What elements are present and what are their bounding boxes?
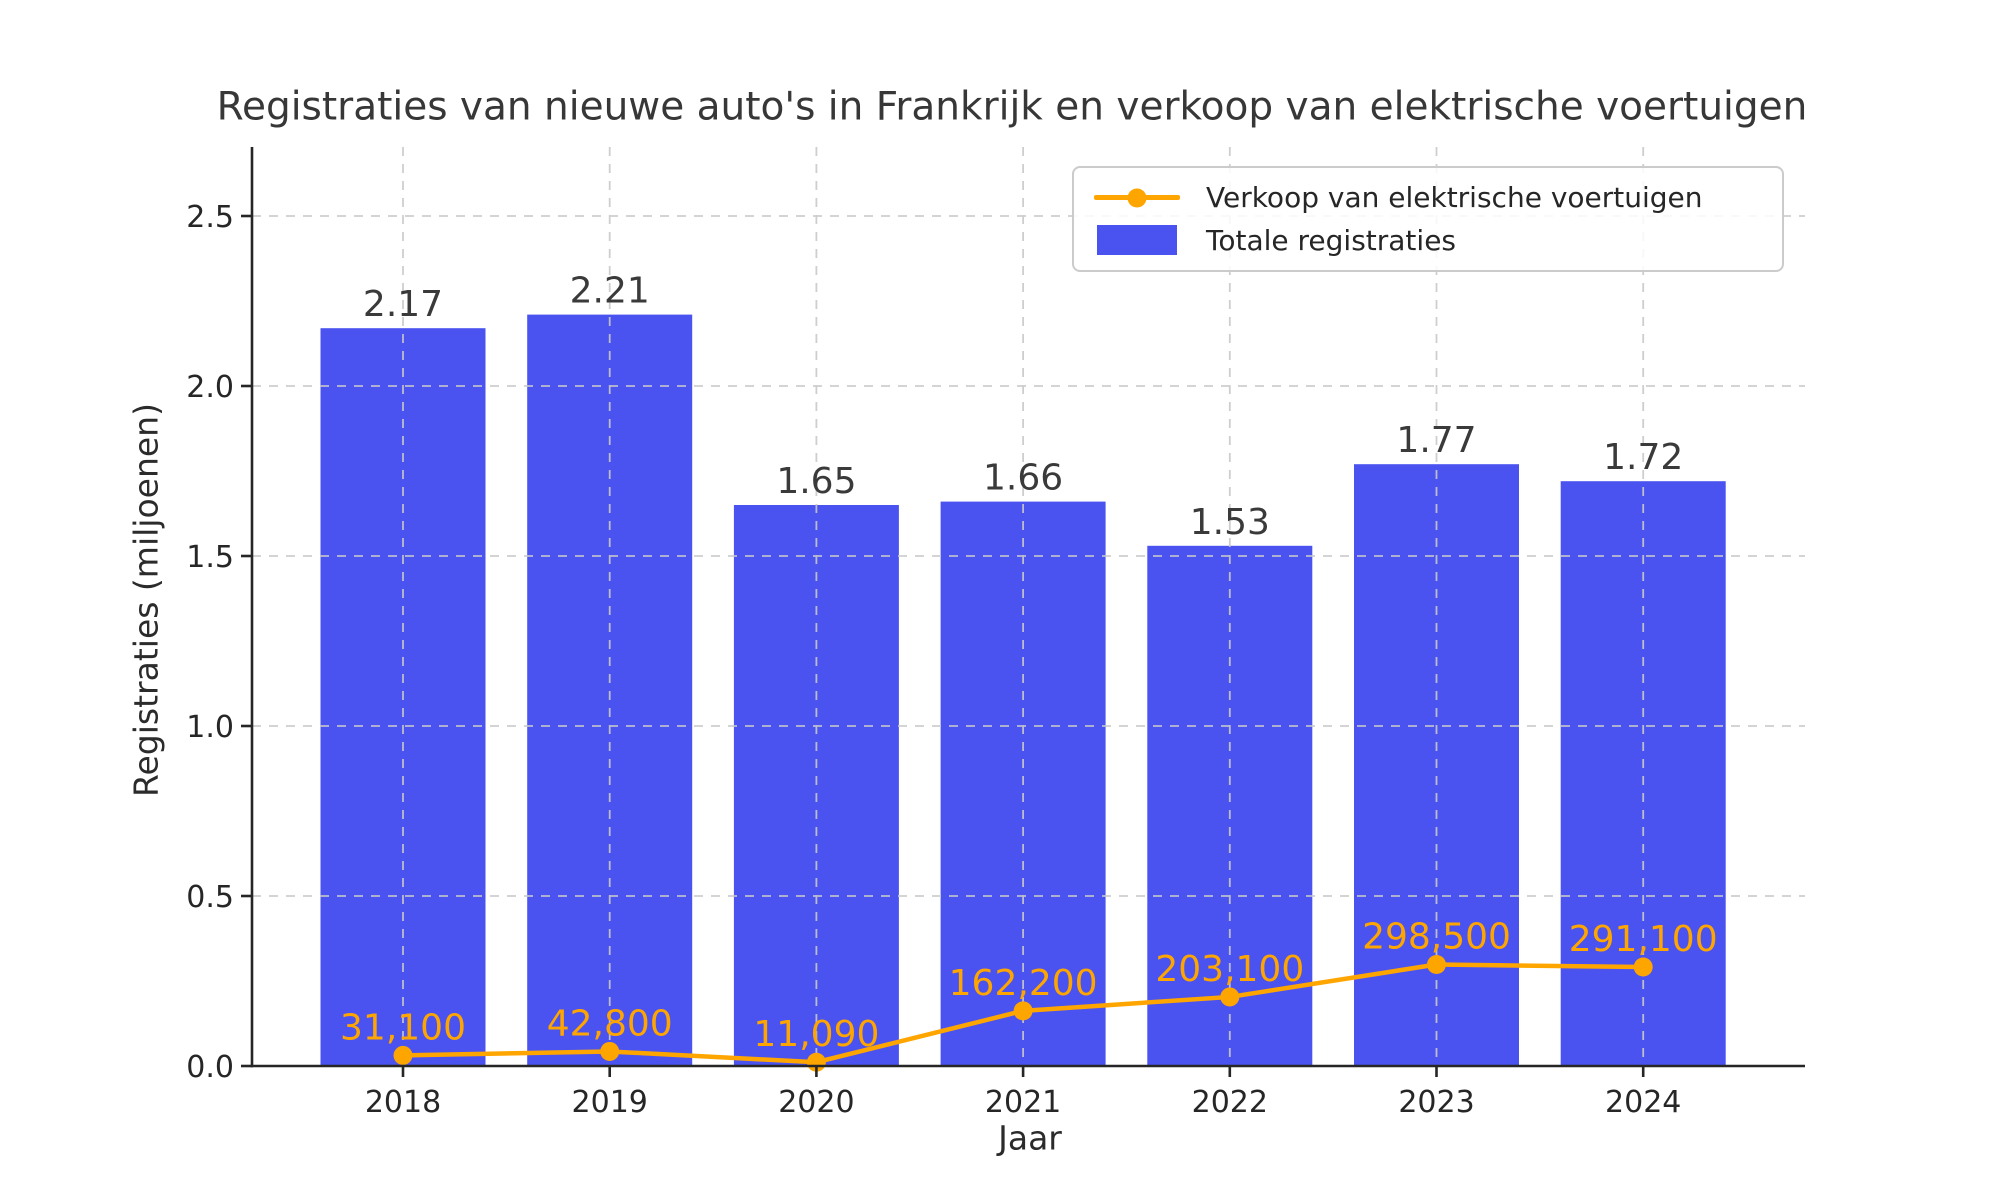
legend-marker-dot-icon	[1127, 188, 1147, 208]
legend: Verkoop van elektrische voertuigen Total…	[1072, 166, 1784, 272]
y-axis-label: Registraties (miljoenen)	[126, 403, 166, 797]
y-tick-label-0.5: 0.5	[186, 880, 234, 915]
legend-item-ev-sales: Verkoop van elektrische voertuigen	[1094, 181, 1762, 214]
bar-value-label-2019: 2.21	[570, 271, 650, 312]
ev-marker-2024	[1633, 957, 1653, 977]
x-tick-label-2019: 2019	[572, 1085, 648, 1120]
y-tick-label-2.5: 2.5	[186, 200, 234, 235]
line-ev-sales	[393, 955, 1653, 1072]
ev-value-label-2019: 42,800	[547, 1003, 673, 1044]
x-axis-label: Jaar	[998, 1118, 1062, 1158]
ev-marker-2022	[1220, 987, 1240, 1007]
ev-value-label-2020: 11,090	[753, 1014, 879, 1055]
ev-value-label-2023: 298,500	[1362, 917, 1511, 958]
legend-label-ev-sales: Verkoop van elektrische voertuigen	[1206, 181, 1703, 215]
x-tick-label-2022: 2022	[1192, 1085, 1268, 1120]
chart-title: Registraties van nieuwe auto's in Frankr…	[216, 84, 1808, 130]
y-tick-label-2.0: 2.0	[186, 370, 234, 405]
ev-value-label-2018: 31,100	[340, 1007, 466, 1048]
x-tick-label-2020: 2020	[778, 1085, 854, 1120]
bar-value-label-2018: 2.17	[363, 284, 443, 325]
bar-value-label-2023: 1.77	[1396, 420, 1476, 461]
axes: 0.0 0.5 1.0 1.5 2.0 2.5 2018 2019 2020 2021 2022 20…	[186, 147, 1805, 1120]
x-tick-label-2018: 2018	[365, 1085, 441, 1120]
bar-value-label-2020: 1.65	[776, 461, 856, 502]
y-tick-label-1.5: 1.5	[186, 540, 234, 575]
y-tick-label-0.0: 0.0	[186, 1050, 234, 1085]
value-labels: 2.17 2.21 1.65 1.66 1.53 1.77 1.72 31,100 42,800…	[340, 271, 1718, 1056]
x-tick-label-2023: 2023	[1398, 1085, 1474, 1120]
bar-2020	[733, 505, 899, 1066]
bar-2024	[1560, 481, 1726, 1066]
bar-value-label-2022: 1.53	[1190, 502, 1270, 543]
ev-value-label-2021: 162,200	[949, 963, 1098, 1004]
bar-2022	[1147, 545, 1313, 1066]
ev-marker-2023	[1427, 955, 1446, 975]
bar-value-label-2024: 1.72	[1603, 437, 1683, 478]
ev-marker-2018	[393, 1045, 413, 1065]
legend-line-sample	[1094, 182, 1180, 214]
gridlines	[252, 147, 1805, 1066]
bar-value-label-2021: 1.66	[983, 458, 1063, 499]
legend-bar-swatch	[1097, 225, 1177, 256]
y-tick-label-1.0: 1.0	[186, 710, 234, 745]
x-tick-label-2024: 2024	[1605, 1085, 1681, 1120]
x-tick-label-2021: 2021	[985, 1085, 1061, 1120]
ev-value-label-2024: 291,100	[1569, 919, 1718, 960]
legend-bar-sample	[1094, 224, 1180, 256]
ev-marker-2021	[1013, 1001, 1033, 1021]
legend-item-total-registrations: Totale registraties	[1094, 224, 1762, 257]
legend-label-total-registrations: Totale registraties	[1206, 223, 1457, 257]
ev-value-label-2022: 203,100	[1155, 949, 1304, 990]
ev-marker-2019	[600, 1041, 620, 1061]
